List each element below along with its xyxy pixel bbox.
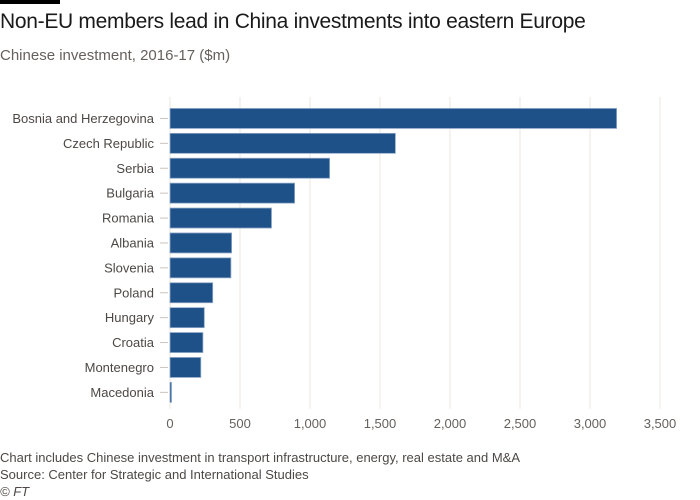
category-label: Bulgaria <box>106 186 154 201</box>
chart-title: Non-EU members lead in China investments… <box>0 10 586 33</box>
category-label: Albania <box>111 235 155 250</box>
category-label: Czech Republic <box>63 136 155 151</box>
bar <box>169 182 295 204</box>
x-tick-label: 1,500 <box>364 416 397 431</box>
chart-subtitle: Chinese investment, 2016-17 ($m) <box>0 47 231 64</box>
bar <box>169 232 232 254</box>
bar <box>169 357 202 378</box>
bar <box>169 381 172 403</box>
category-label: Montenegro <box>85 360 154 375</box>
bar <box>169 282 214 304</box>
category-label: Bosnia and Herzegovina <box>12 111 154 126</box>
chart-footer: Chart includes Chinese investment in tra… <box>0 449 520 500</box>
bar <box>169 257 232 279</box>
x-tick-label: 2,000 <box>434 416 467 431</box>
source-note: Source: Center for Strategic and Interna… <box>0 467 309 482</box>
x-tick-label: 500 <box>229 416 251 431</box>
bars <box>169 108 618 403</box>
x-tick-label: 2,500 <box>504 416 537 431</box>
copyright: © FT <box>0 484 30 499</box>
category-ticks <box>160 117 168 393</box>
bar <box>169 207 272 229</box>
category-labels: Bosnia and Herzegovina Czech Republic Serb… <box>12 111 154 400</box>
bar <box>169 108 618 129</box>
category-label: Poland <box>114 285 154 300</box>
bar <box>169 307 205 329</box>
footnote: Chart includes Chinese investment in tra… <box>0 450 521 465</box>
x-tick-label: 0 <box>166 416 173 431</box>
category-label: Croatia <box>112 335 155 350</box>
x-tick-label: 3,000 <box>574 416 607 431</box>
category-label: Hungary <box>105 310 155 325</box>
category-label: Slovenia <box>104 260 155 275</box>
x-axis-tick-labels: 0 500 1,000 1,500 2,000 2,500 3,000 3,500 <box>166 416 676 431</box>
ft-brand-bar <box>0 0 60 4</box>
category-label: Romania <box>102 211 155 226</box>
x-tick-label: 3,500 <box>644 416 677 431</box>
bar <box>169 332 204 353</box>
bar <box>169 157 331 179</box>
bar-chart: Bosnia and Herzegovina Czech Republic Serb… <box>12 97 676 431</box>
x-tick-label: 1,000 <box>294 416 327 431</box>
category-label: Macedonia <box>90 385 154 400</box>
bar <box>169 132 396 154</box>
category-label: Serbia <box>116 161 154 176</box>
